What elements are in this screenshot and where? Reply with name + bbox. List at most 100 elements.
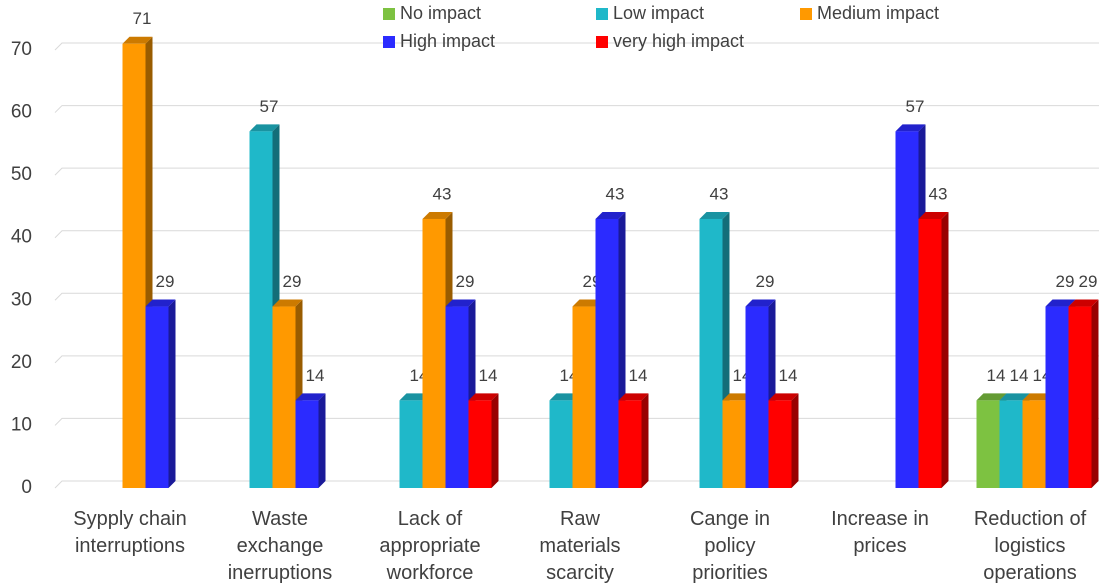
bar (572, 306, 596, 488)
legend-swatch (800, 8, 812, 20)
bar-top (745, 299, 776, 307)
bar-top (145, 299, 176, 307)
x-tick-label: Reduction of logistics operations (974, 508, 1087, 584)
legend-swatch (383, 36, 395, 48)
bar-top (722, 393, 753, 401)
data-label: 14 (629, 366, 648, 385)
bar-top (399, 393, 430, 401)
legend-label: Other (817, 0, 862, 3)
legend-label: No impact (400, 3, 481, 23)
bar (895, 131, 919, 489)
legend-label: Low impact (613, 3, 704, 23)
legend-label: very high impact (613, 31, 744, 51)
data-label: 43 (606, 184, 625, 203)
bar-side (1091, 299, 1099, 488)
x-tick-label: Increase in prices (831, 508, 929, 557)
bar-top (549, 393, 580, 401)
bar-side (168, 299, 176, 488)
bar (468, 400, 492, 488)
x-tick-label: Lack of appropriate workforce (379, 508, 480, 584)
bar-side (941, 211, 949, 488)
x-tick-label: Cange in policy priorities (690, 508, 770, 584)
data-label: 14 (1010, 366, 1029, 385)
grid-line (54, 230, 1099, 239)
bar-top (918, 211, 949, 219)
bar (976, 400, 1000, 488)
y-tick-label: 40 (11, 227, 32, 248)
bar-top (1068, 299, 1099, 307)
bar (618, 400, 642, 488)
data-label: 57 (906, 97, 925, 116)
bar-top (122, 36, 153, 44)
y-tick-label: 70 (11, 39, 32, 60)
bar-top (572, 299, 603, 307)
bar (249, 131, 273, 489)
bar-top (295, 393, 326, 401)
bar-top (768, 393, 799, 401)
grid-line (54, 292, 1099, 301)
bar (1068, 306, 1092, 488)
bar (1045, 306, 1069, 488)
bar (1022, 400, 1046, 488)
bar (745, 306, 769, 488)
bar (768, 400, 792, 488)
bar-top (445, 299, 476, 307)
y-tick-label: 50 (11, 164, 32, 185)
data-label: 43 (929, 184, 948, 203)
grid-line (54, 42, 1099, 51)
data-label: 29 (156, 272, 175, 291)
data-label: 14 (306, 366, 325, 385)
bar-top (1022, 393, 1053, 401)
grid-line (54, 167, 1099, 176)
bar (722, 400, 746, 488)
bar-top (699, 211, 730, 219)
data-label: 71 (133, 9, 152, 28)
x-tick-label: Raw materials scarcity (539, 508, 620, 584)
bar (999, 400, 1023, 488)
data-label: 29 (1079, 272, 1098, 291)
bar (422, 218, 446, 488)
legend-swatch (596, 8, 608, 20)
grid-line (54, 105, 1099, 113)
bar (699, 218, 723, 488)
bar-side (491, 393, 499, 488)
bar-side (641, 393, 649, 488)
bar-side (318, 393, 326, 488)
bar (122, 43, 146, 488)
bar (145, 306, 169, 488)
data-label: 29 (756, 272, 775, 291)
bar (549, 400, 573, 488)
bar (295, 400, 319, 488)
data-label: 29 (456, 272, 475, 291)
legend-swatch (596, 36, 608, 48)
y-tick-label: 10 (11, 414, 32, 435)
bar (595, 218, 619, 488)
bar-top (272, 299, 303, 307)
data-label: 14 (779, 366, 798, 385)
y-tick-label: 0 (21, 477, 32, 498)
bar-top (976, 393, 1007, 401)
bar-side (791, 393, 799, 488)
data-label: 14 (479, 366, 498, 385)
data-label: 43 (433, 184, 452, 203)
data-label: 29 (283, 272, 302, 291)
legend-label: High impact (400, 31, 495, 51)
bar (272, 306, 296, 488)
data-label: 14 (987, 366, 1006, 385)
y-tick-label: 20 (11, 352, 32, 373)
bar-top (895, 124, 926, 132)
y-tick-label: 30 (11, 289, 32, 310)
data-label: 43 (710, 184, 729, 203)
bar-top (595, 211, 626, 219)
x-tick-label: Sypply chain interruptions (73, 508, 186, 557)
bar-top (249, 124, 280, 132)
legend-swatch (383, 8, 395, 20)
legend-label: Medium impact (817, 3, 939, 23)
y-tick-label: 60 (11, 102, 32, 123)
bar-top (468, 393, 499, 401)
data-label: 57 (260, 97, 279, 116)
bar (399, 400, 423, 488)
bar-top (1045, 299, 1076, 307)
